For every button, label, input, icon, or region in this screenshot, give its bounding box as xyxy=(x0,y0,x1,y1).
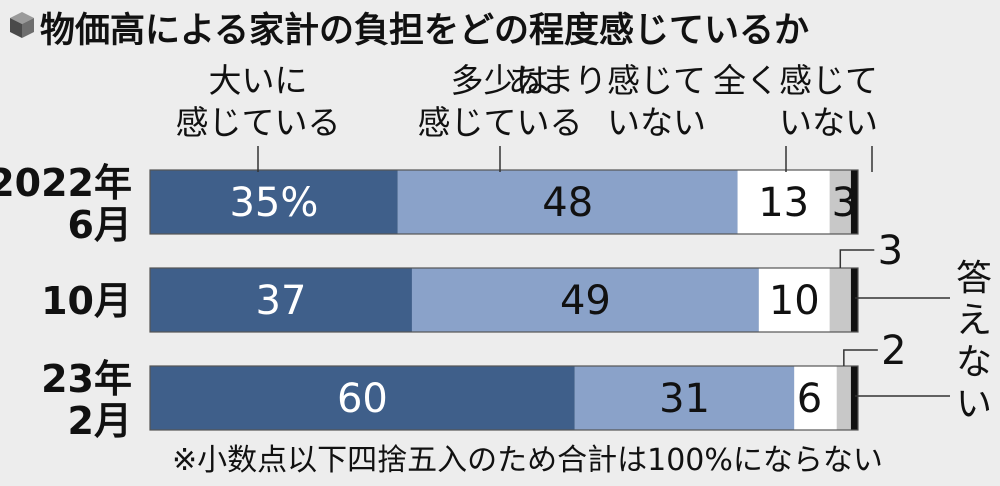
no-answer-label: え xyxy=(956,300,992,341)
legend-label: 大いに xyxy=(209,61,308,100)
no-answer-label: い xyxy=(956,384,992,425)
bar-segment xyxy=(850,170,858,234)
bar-segment xyxy=(737,170,830,234)
bar-segment xyxy=(829,170,851,234)
data-label: 35% xyxy=(229,180,318,226)
bar-segment xyxy=(758,268,830,332)
data-label: 37 xyxy=(256,278,307,324)
bar-segment xyxy=(150,366,575,430)
bar-segment xyxy=(574,366,795,430)
data-label: 49 xyxy=(560,278,611,324)
bar-segment xyxy=(411,268,759,332)
legend-label: あまり感じて xyxy=(508,61,706,100)
category-label: 6月 xyxy=(68,203,132,247)
legend-label: いない xyxy=(607,103,706,142)
bar-segment xyxy=(850,268,858,332)
cube-icon xyxy=(10,12,34,38)
bar-segment xyxy=(150,170,398,234)
data-label: 3 xyxy=(878,228,903,274)
data-label: 13 xyxy=(758,180,809,226)
data-label: 3 xyxy=(832,180,857,226)
callout-line xyxy=(843,349,878,366)
no-answer-label: 答 xyxy=(956,258,992,299)
legend-label: 感じている xyxy=(418,103,583,142)
bar-frame xyxy=(149,169,859,235)
bar-segment xyxy=(829,268,851,332)
bar-segment xyxy=(850,366,858,430)
category-label: 2月 xyxy=(68,399,132,443)
bar-segment xyxy=(150,268,412,332)
footnote: ※小数点以下四捨五入のため合計は100%にならない xyxy=(172,443,883,478)
legend-label: 感じている xyxy=(176,103,341,142)
category-label: 2022年 xyxy=(0,161,132,205)
data-label: 6 xyxy=(797,376,822,422)
legend-label: いない xyxy=(779,103,878,142)
data-label: 48 xyxy=(542,180,593,226)
data-label: 10 xyxy=(769,278,820,324)
data-label: 31 xyxy=(659,376,710,422)
callout-line xyxy=(839,249,875,268)
bar-frame xyxy=(149,365,859,431)
bar-segment xyxy=(794,366,837,430)
legend-label: 多少は xyxy=(451,61,550,100)
category-label: 23年 xyxy=(41,357,132,401)
chart-title: 物価高による家計の負担をどの程度感じているか xyxy=(40,11,809,51)
bar-segment xyxy=(397,170,738,234)
legend-label: 全く感じて xyxy=(713,61,878,100)
data-label: 60 xyxy=(337,376,388,422)
no-answer-label: な xyxy=(956,342,992,383)
bar-frame xyxy=(149,267,859,333)
data-label: 2 xyxy=(881,328,906,374)
category-label: 10月 xyxy=(41,279,132,323)
bar-segment xyxy=(836,366,851,430)
